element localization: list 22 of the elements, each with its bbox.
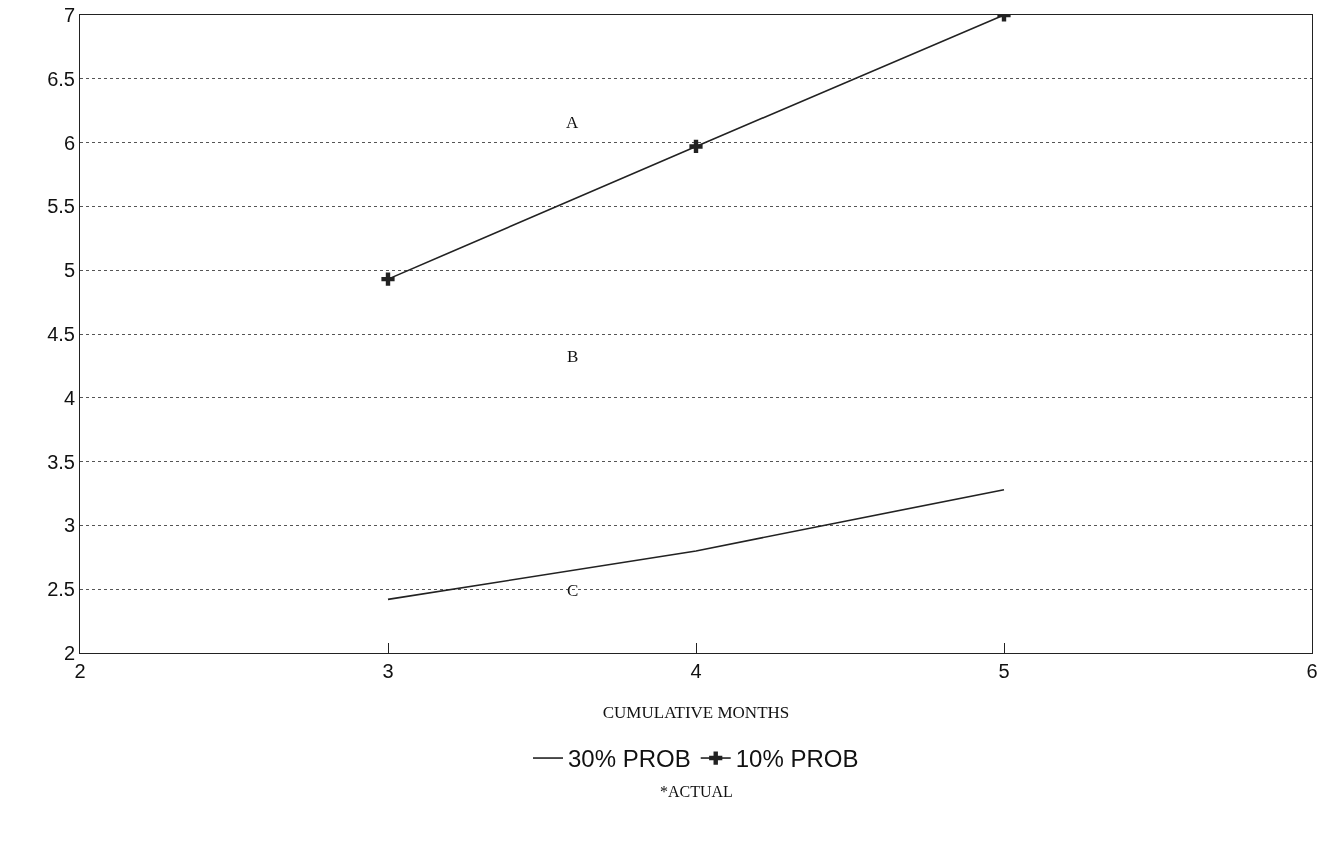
legend-label: 30% PROB [568,745,691,773]
y-tick-label: 6.5 [47,67,75,90]
x-tick-label: 5 [998,660,1010,682]
y-tick-label: 2.5 [47,578,75,601]
y-tick-label: 6 [63,131,75,154]
y-tick-label: 4.5 [47,323,75,345]
x-tick-label: 6 [1306,660,1318,682]
y-tick-label: 7 [63,4,75,26]
y-tick-label: 3 [63,514,75,537]
y-tick-label: 3.5 [47,450,75,473]
y-tick-label: 4 [63,386,75,409]
annotation: A [566,113,579,132]
x-tick-label: 3 [382,660,394,682]
legend-label: 10% PROB [735,745,859,773]
x-axis-title: CUMULATIVE MONTHS [602,703,790,723]
annotation: B [567,347,579,366]
x-tick-label: 4 [690,660,702,682]
y-tick-label: 5.5 [47,195,75,218]
y-tick-label: 5 [63,259,75,282]
annotation: C [567,581,579,600]
y-tick-label: 2 [63,642,75,664]
text: *ACTUAL [660,783,733,800]
